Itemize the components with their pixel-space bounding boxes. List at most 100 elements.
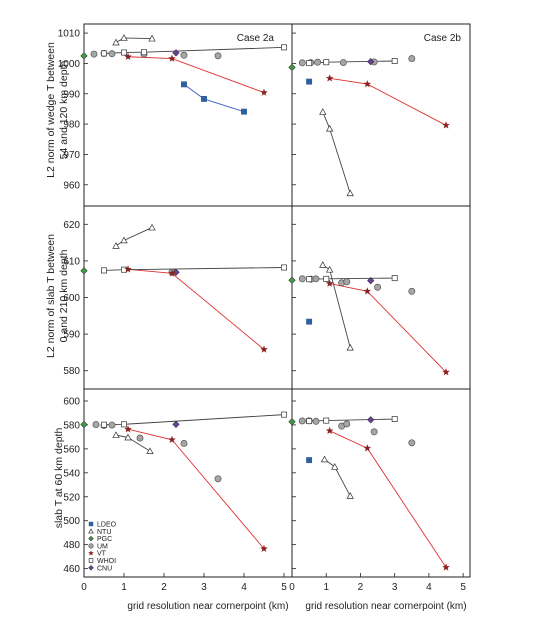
x-axis-label-left: grid resolution near cornerpoint (km)	[127, 601, 288, 612]
point-whoi-r3c1-2	[121, 421, 127, 428]
legend-marker-whoi	[88, 558, 94, 563]
panel-r2c1: 580 590 600 610 620	[63, 220, 287, 377]
point-ntu-r1c1-2	[120, 34, 128, 41]
point-vt-r1c2-3	[442, 121, 450, 129]
point-um-r3c2-3	[312, 417, 320, 425]
point-whoi-r1c1-1	[101, 50, 107, 57]
legend-marker-pgc	[88, 535, 94, 542]
legend-label-ntu: NTU	[97, 529, 111, 536]
y-label-row-1-line-1: L2 norm of wedge T between	[45, 42, 57, 178]
point-whoi-r2c2-2	[323, 275, 330, 282]
point-um-r1c1-5	[180, 51, 188, 59]
point-ntu-r2c2-3	[346, 343, 354, 351]
case-label-2b: Case 2b	[424, 33, 462, 44]
point-ntu-r3c2-1	[320, 455, 329, 463]
xtick-label-r3c2-5: 5	[460, 582, 466, 593]
point-ntu-r2c1-1	[112, 242, 120, 249]
xtick-label-r3c2-2: 2	[358, 582, 364, 593]
point-whoi-r2c2-1	[306, 276, 313, 283]
point-um-r3c1-4	[136, 434, 144, 442]
series-line-vt-r2c2	[329, 283, 447, 373]
point-um-r2c2-1	[298, 275, 306, 283]
series-line-whoi-r3c1	[103, 414, 285, 426]
series-line-ntu-r3c2	[324, 459, 351, 497]
point-vt-r2c2-3	[442, 368, 450, 376]
point-whoi-r3c1-1	[101, 421, 107, 428]
point-whoi-r1c1-2	[121, 49, 127, 56]
panel-r3c2: 0 1 2 3 4 5	[288, 400, 466, 593]
ytick-label-r2c1-590: 590	[63, 330, 80, 341]
point-um-r3c2-7	[408, 439, 416, 447]
point-vt-r2c2-2	[363, 287, 372, 295]
series-line-vt-r1c1	[127, 56, 265, 93]
legend-marker-ntu	[88, 528, 94, 534]
point-pgc-r1c2-1	[288, 63, 296, 72]
point-pgc-r3c1-1	[80, 420, 88, 429]
legend-label-um: UM	[97, 543, 108, 550]
ytick-label-r3c1-520: 520	[63, 492, 80, 503]
outer-frame	[83, 23, 471, 578]
point-vt-r2c1-2	[168, 269, 176, 277]
y-label-row-3: slab T at 60 km depth	[53, 428, 65, 529]
point-whoi-r2c1-1	[101, 267, 107, 274]
point-whoi-r2c1-3	[281, 264, 287, 271]
xtick-label-r3c1-4: 4	[241, 582, 247, 593]
point-vt-r2c2-1	[325, 279, 334, 287]
point-um-r1c2-4	[339, 59, 347, 66]
point-ntu-r3c1-2	[124, 433, 132, 441]
point-vt-r3c2-1	[325, 426, 334, 435]
series-line-vt-r3c1	[127, 428, 265, 550]
point-whoi-r1c2-3	[391, 58, 398, 64]
y-label-row-1-line-2: 54 and 120 km depth	[58, 61, 70, 160]
point-ldeo-r2c2-1	[306, 318, 313, 325]
point-um-r1c1-1	[90, 50, 98, 58]
ytick-label-r3c1-580: 580	[63, 420, 80, 431]
legend-marker-ldeo	[88, 521, 94, 527]
xtick-label-r3c1-3: 3	[201, 582, 207, 593]
point-cnu-r1c1-1	[172, 49, 180, 57]
series-line-vt-r2c1	[127, 268, 265, 350]
point-ntu-r1c2-2	[325, 124, 334, 132]
point-um-r3c2-6	[370, 428, 378, 436]
point-um-r2c2-3	[312, 275, 320, 283]
series-line-ntu-r1c2	[322, 111, 351, 194]
point-ntu-r1c1-3	[148, 34, 156, 42]
point-vt-r3c2-2	[363, 444, 372, 452]
legend-marker-cnu	[88, 565, 94, 571]
point-um-r3c1-5	[180, 440, 188, 447]
point-whoi-r3c2-3	[391, 416, 398, 423]
point-um-r1c2-3	[314, 58, 322, 66]
series-line-ntu-r3c1	[115, 434, 151, 452]
series-line-ldeo-r1c1	[183, 83, 245, 113]
ytick-label-r1c1-990: 990	[63, 89, 80, 100]
point-vt-r2c1-3	[260, 345, 268, 353]
point-cnu-r3c2-1	[367, 416, 375, 424]
panel-r3c1: 460 480 500 520 540 560 580 600 0 1 2 3 4 5	[63, 396, 287, 593]
point-vt-r1c2-2	[363, 80, 372, 88]
ytick-label-r1c1-970: 970	[63, 150, 80, 161]
point-cnu-r3c1-1	[172, 420, 180, 428]
axes-frame	[83, 23, 471, 578]
xtick-label-r3c1-2: 2	[161, 582, 167, 593]
xtick-label-r3c2-3: 3	[392, 582, 398, 593]
xtick-label-r3c2-1: 1	[323, 582, 329, 593]
point-ntu-r2c1-2	[120, 236, 128, 244]
ytick-label-r3c1-540: 540	[63, 468, 80, 479]
point-cnu-r2c1-1	[172, 268, 180, 276]
legend-label-ldeo: LDEO	[97, 522, 117, 529]
point-cnu-r2c2-1	[367, 277, 375, 285]
legend-label-pgc: PGC	[97, 536, 112, 543]
point-whoi-r1c1-3	[141, 49, 147, 56]
x-axis-label-right: grid resolution near cornerpoint (km)	[305, 601, 466, 612]
xtick-label-r3c1-0: 0	[81, 582, 87, 593]
y-label-row-2-line-1: L2 norm of slab T between	[45, 234, 57, 358]
point-um-r1c2-1	[298, 59, 306, 67]
ytick-label-r3c1-500: 500	[63, 516, 80, 527]
point-um-r1c1-3	[108, 50, 116, 58]
series-line-whoi-r2c1	[103, 267, 285, 271]
point-ldeo-r1c2-1	[306, 78, 313, 85]
xtick-label-r3c2-4: 4	[426, 582, 432, 593]
point-um-r2c2-6	[374, 283, 382, 291]
